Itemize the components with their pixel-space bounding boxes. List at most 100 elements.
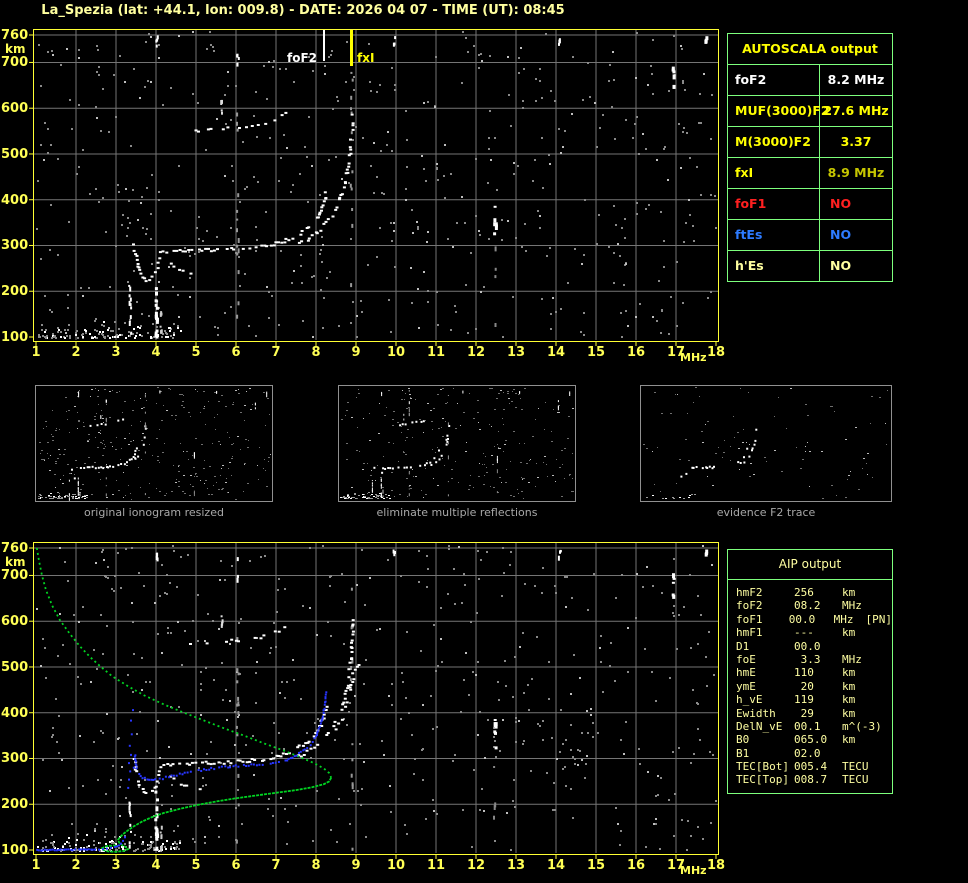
x-tick-label: 4: [151, 858, 161, 873]
aip-val: 08.2: [794, 599, 821, 613]
thumbnail-evidence-f2-trace: evidence F2 trace: [640, 385, 892, 519]
y-tick-label: 700: [1, 55, 29, 71]
autoscala-param-label: ftEs: [728, 220, 820, 250]
thumb-1-canvas: [338, 385, 576, 502]
thumbnail-caption: evidence F2 trace: [716, 506, 816, 519]
fxI-marker-label: fxI: [357, 51, 374, 65]
x-tick-label: 7: [271, 345, 281, 360]
x-tick-label: 14: [546, 345, 566, 360]
x-tick-label: 8: [311, 345, 321, 360]
autoscala-param-value: 27.6 MHz: [823, 103, 889, 118]
x-tick-label: 2: [71, 858, 81, 873]
aip-unit: [828, 640, 842, 653]
autoscala-param-value: NO: [830, 227, 852, 242]
aip-unit: [828, 747, 842, 760]
aip-unit: m^(-3): [842, 719, 882, 733]
x-tick-label: 3: [111, 858, 121, 873]
autoscala-param-label: MUF(3000)F2: [728, 96, 830, 126]
aip-val: 256: [794, 586, 814, 599]
aip-row-DelN_vE: DelN_vE 00.1 m^(-3): [736, 720, 892, 733]
x-tick-label: 5: [191, 858, 201, 873]
aip-val: 29: [794, 706, 814, 720]
autoscala-param-label: foF1: [728, 189, 820, 219]
autoscala-output-table: AUTOSCALA output foF2 8.2 MHz MUF(3000)F2 2…: [727, 33, 893, 282]
autoscala-param-value: NO: [830, 196, 852, 211]
x-tick-label: 10: [386, 345, 406, 360]
aip-unit: km: [842, 679, 856, 693]
x-tick-label: 7: [271, 858, 281, 873]
autoscala-row-fxI: fxI 8.9 MHz: [728, 158, 892, 189]
autoscala-row-foF2: foF2 8.2 MHz: [728, 65, 892, 96]
x-tick-label: 6: [231, 345, 241, 360]
x-tick-label: 12: [466, 345, 486, 360]
aip-label: B0: [736, 733, 750, 747]
x-tick-label: 11: [426, 858, 446, 873]
aip-label: ymE: [736, 679, 756, 693]
thumbnail-eliminate-reflections: eliminate multiple reflections: [338, 385, 576, 519]
aip-val: 02.0: [794, 746, 821, 760]
autoscala-table-rows: foF2 8.2 MHz MUF(3000)F2 27.6 MHz M(3000)F2 3…: [728, 65, 892, 281]
x-axis-unit-label: MHz: [680, 351, 707, 364]
aip-row-hmE: hmE 110 km: [736, 666, 892, 679]
autoscala-param-label: M(3000)F2: [728, 127, 820, 157]
aip-row-Ewidth: Ewidth 29 km: [736, 707, 892, 720]
y-tick-label: 200: [1, 284, 29, 300]
x-tick-label: 16: [626, 858, 646, 873]
aip-val: 00.0: [788, 612, 816, 626]
page-title: La_Spezia (lat: +44.1, lon: 009.8) - DAT…: [41, 3, 565, 18]
aip-row-ymE: ymE 20 km: [736, 680, 892, 693]
x-axis-unit-label: MHz: [680, 864, 707, 877]
x-tick-label: 1: [31, 345, 41, 360]
aip-row-foF1: foF1 00.0 MHz [PN]: [736, 613, 892, 626]
y-tick-label: 200: [1, 797, 29, 813]
y-tick-label: 700: [1, 568, 29, 584]
aip-row-D1: D1 00.0: [736, 640, 892, 653]
aip-label: D1: [736, 639, 750, 653]
aip-row-TEC[Bot]: TEC[Bot] 005.4 TECU: [736, 760, 892, 773]
x-tick-label: 6: [231, 858, 241, 873]
aip-label: TEC[Bot]: [736, 760, 789, 774]
aip-label: Ewidth: [736, 706, 776, 720]
aip-row-hmF2: hmF2 256 km: [736, 586, 892, 599]
aip-unit: MHz: [833, 612, 854, 626]
aip-val: 110: [794, 666, 814, 680]
x-tick-label: 17: [666, 345, 686, 360]
y-tick-label: 760: [1, 28, 29, 43]
x-tick-label: 18: [706, 345, 726, 360]
y-tick-label: 500: [1, 146, 29, 162]
x-tick-label: 8: [311, 858, 321, 873]
aip-label: foF2: [736, 599, 763, 613]
aip-val: 008.7: [794, 773, 828, 787]
autoscala-param-label: fxI: [728, 158, 820, 188]
autoscala-param-value: 3.37: [840, 134, 872, 149]
aip-row-h_vE: h_vE 119 km: [736, 693, 892, 706]
y-tick-label: 600: [1, 101, 29, 117]
x-tick-label: 2: [71, 345, 81, 360]
x-tick-label: 11: [426, 345, 446, 360]
aip-label: DelN_vE: [736, 719, 783, 733]
x-tick-label: 16: [626, 345, 646, 360]
plot-bottom-canvas: [29, 542, 719, 859]
aip-val: 005.4: [794, 760, 828, 774]
aip-val: 119: [794, 693, 814, 707]
x-tick-label: 13: [506, 345, 526, 360]
x-tick-label: 13: [506, 858, 526, 873]
aip-row-hmF1: hmF1 --- km: [736, 626, 892, 639]
autoscala-row-h'Es: h'Es NO: [728, 251, 892, 281]
autoscala-row-MUF(3000)F2: MUF(3000)F2 27.6 MHz: [728, 96, 892, 127]
thumbnail-caption: eliminate multiple reflections: [376, 506, 538, 519]
y-tick-label: 600: [1, 614, 29, 630]
aip-label: B1: [736, 746, 750, 760]
y-tick-label: 300: [1, 238, 29, 254]
aip-table-title: AIP output: [728, 550, 892, 580]
x-tick-label: 4: [151, 345, 161, 360]
x-tick-label: 9: [351, 345, 361, 360]
aip-unit: MHz: [842, 652, 862, 666]
aip-val: 00.0: [794, 639, 821, 653]
aip-unit: km: [842, 586, 856, 599]
y-tick-label: 400: [1, 192, 29, 208]
thumbnail-original-ionogram: original ionogram resized: [35, 385, 273, 519]
y-tick-label: 760: [1, 541, 29, 556]
x-tick-label: 15: [586, 858, 606, 873]
x-tick-label: 1: [31, 858, 41, 873]
